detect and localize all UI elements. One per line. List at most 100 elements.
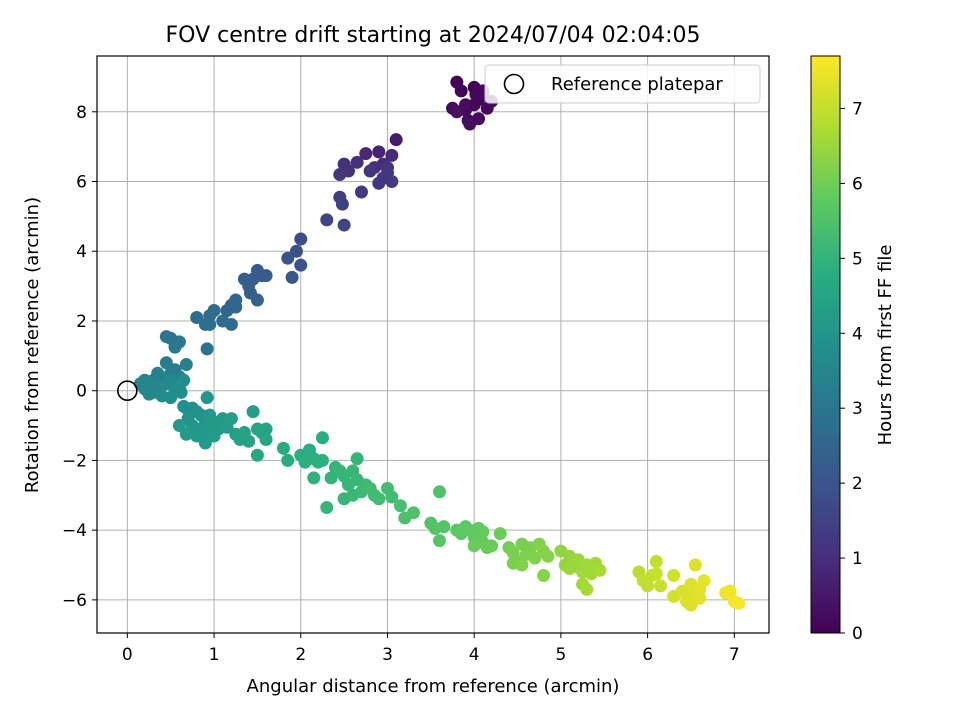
scatter-point (406, 506, 420, 520)
colorbar-tick-label: 6 (852, 174, 863, 194)
scatter-point (246, 405, 260, 419)
scatter-points (133, 75, 746, 612)
scatter-point (537, 568, 551, 582)
scatter-point (281, 453, 295, 467)
scatter-point (315, 431, 329, 445)
scatter-point (174, 385, 188, 399)
scatter-point (335, 197, 349, 211)
y-tick-label: −6 (62, 591, 87, 611)
scatter-point (454, 84, 468, 98)
scatter-point (289, 244, 303, 258)
scatter-point (372, 176, 386, 190)
scatter-point (207, 429, 221, 443)
colorbar-ticks: 0 1 2 3 4 5 6 7 (840, 99, 863, 644)
scatter-point (315, 453, 329, 467)
scatter-point (480, 101, 494, 115)
scatter-point (697, 574, 711, 588)
y-tick-label: 8 (76, 103, 87, 123)
plot-frame (96, 55, 770, 634)
colorbar-label: Hours from first FF file (875, 245, 896, 446)
chart-title: FOV centre drift starting at 2024/07/04 … (166, 23, 701, 48)
scatter-point (307, 471, 321, 485)
scatter-point (320, 500, 334, 514)
colorbar-tick-label: 1 (852, 549, 863, 569)
y-tick-label: 4 (76, 242, 87, 262)
x-axis-label: Angular distance from reference (arcmin) (247, 676, 620, 697)
scatter-point (467, 539, 481, 553)
scatter-point (259, 422, 273, 436)
scatter-point (450, 105, 464, 119)
scatter-point (164, 391, 178, 405)
scatter-point (294, 232, 308, 246)
scatter-point (667, 568, 681, 582)
scatter-point (593, 563, 607, 577)
scatter-point (363, 164, 377, 178)
x-tick-label: 4 (469, 645, 480, 665)
y-axis-label: Rotation from reference (arcmin) (22, 197, 43, 493)
scatter-point (472, 93, 486, 107)
scatter-point (190, 310, 204, 324)
x-tick-label: 5 (555, 645, 566, 665)
scatter-point (350, 452, 364, 466)
scatter-point (385, 148, 399, 162)
scatter-point (224, 317, 238, 331)
scatter-point (385, 490, 399, 504)
scatter-point (224, 412, 238, 426)
x-tick-label: 7 (729, 645, 740, 665)
scatter-point (580, 582, 594, 596)
scatter-point (563, 562, 577, 576)
legend: Reference platepar (484, 64, 761, 104)
scatter-point (372, 145, 386, 159)
reference-point-marker (117, 380, 138, 401)
scatter-point (476, 525, 490, 539)
colorbar-tick-label: 7 (852, 99, 863, 119)
x-tick-label: 3 (382, 645, 393, 665)
scatter-point (198, 436, 212, 450)
scatter-point (200, 342, 214, 356)
scatter-point (281, 251, 295, 265)
scatter-point (693, 591, 707, 605)
scatter-point (437, 520, 451, 534)
scatter-point (168, 340, 182, 354)
legend-label: Reference platepar (551, 74, 723, 95)
scatter-point (433, 534, 447, 548)
scatter-point (250, 448, 264, 462)
y-tick-label: 2 (76, 312, 87, 332)
y-tick-label: −4 (62, 521, 87, 541)
scatter-point (654, 579, 668, 593)
colorbar: 0 1 2 3 4 5 6 7 Hours from first FF file (810, 55, 896, 644)
scatter-point (285, 270, 299, 284)
scatter-point (177, 373, 191, 387)
colorbar-tick-label: 2 (852, 474, 863, 494)
scatter-point (320, 213, 334, 227)
scatter-point (190, 429, 204, 443)
y-tick-label: 6 (76, 173, 87, 193)
colorbar-tick-label: 5 (852, 249, 863, 269)
scatter-point (179, 358, 193, 372)
scatter-point (485, 539, 499, 553)
grid (97, 56, 769, 633)
x-tick-label: 2 (295, 645, 306, 665)
x-tick-label: 0 (122, 645, 133, 665)
scatter-point (237, 272, 251, 286)
scatter-point (294, 258, 308, 272)
scatter-point (203, 317, 217, 331)
scatter-point (493, 527, 507, 541)
scatter-point (732, 596, 746, 610)
scatter-point (250, 293, 264, 307)
scatter-point (541, 549, 555, 563)
y-tick-label: −2 (62, 451, 87, 471)
scatter-point (641, 579, 655, 593)
x-tick-label: 1 (209, 645, 220, 665)
scatter-point (164, 373, 178, 387)
legend-box (484, 64, 761, 104)
scatter-point (649, 555, 663, 569)
y-ticks: −6 −4 −2 0 2 4 6 8 (62, 103, 97, 611)
scatter-point (372, 492, 386, 506)
legend-marker (503, 73, 525, 95)
x-ticks: 0 1 2 3 4 5 6 7 (122, 633, 740, 665)
scatter-point (528, 551, 542, 565)
scatter-point (688, 558, 702, 572)
scatter-point (259, 433, 273, 447)
